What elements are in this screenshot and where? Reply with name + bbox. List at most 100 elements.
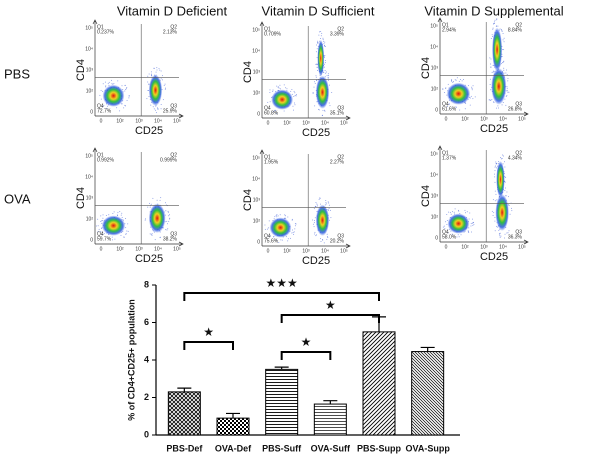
- event-dot: [494, 230, 496, 232]
- flow-tick-label: 10⁴: [85, 46, 93, 52]
- quadrant-name: Q1: [442, 150, 449, 156]
- flow-tick-label: 10⁵: [340, 248, 348, 254]
- flow-tick-label: 10³: [86, 195, 94, 201]
- event-dot: [465, 103, 467, 105]
- quadrant-percent: 59.7%: [97, 236, 112, 242]
- event-dot: [454, 208, 456, 210]
- event-dot: [273, 111, 275, 113]
- event-dot: [292, 231, 294, 233]
- event-dot: [160, 197, 162, 199]
- event-dot: [508, 91, 510, 93]
- event-dot: [321, 32, 323, 34]
- x-tick-label: PBS-Def: [166, 443, 203, 453]
- error-bar: [420, 346, 435, 352]
- quadrant-percent: 38.2%: [163, 236, 178, 242]
- event-dot: [490, 99, 492, 101]
- event-dot: [502, 163, 504, 165]
- flow-tick-label: 10⁵: [252, 27, 260, 33]
- bar: [167, 391, 201, 436]
- quadrant-percent: 61.6%: [442, 106, 457, 112]
- event-dot: [106, 107, 108, 109]
- event-dot: [456, 236, 458, 238]
- column-title: Vitamin D Sufficient: [262, 3, 375, 18]
- x-axis: [262, 243, 351, 249]
- event-dot: [458, 210, 460, 212]
- event-dot: [313, 208, 315, 210]
- quadrant-name: Q2: [170, 24, 177, 30]
- significance-bracket: [183, 292, 380, 301]
- event-dot: [498, 107, 500, 109]
- event-dot: [451, 233, 453, 235]
- event-dot: [318, 34, 320, 36]
- event-dot: [453, 211, 455, 213]
- event-dot: [291, 219, 293, 221]
- event-dot: [269, 235, 271, 237]
- event-dot: [489, 78, 491, 80]
- event-dot: [318, 198, 320, 200]
- event-dot: [463, 79, 465, 81]
- event-dot: [446, 213, 448, 215]
- y-axis-label: CD4: [242, 189, 254, 211]
- density-blob: [148, 74, 163, 106]
- event-dot: [493, 212, 495, 214]
- event-dot: [323, 242, 325, 244]
- event-dot: [454, 79, 456, 81]
- event-dot: [293, 90, 295, 92]
- event-dot: [329, 219, 331, 221]
- quadrant-percent: 8.84%: [508, 27, 523, 33]
- event-dot: [453, 81, 455, 83]
- event-dot: [324, 110, 326, 112]
- flow-tick-label: 10³: [253, 197, 261, 203]
- event-dot: [119, 110, 121, 112]
- event-dot: [100, 89, 102, 91]
- event-dot: [150, 73, 152, 75]
- event-dot: [328, 202, 330, 204]
- event-dot: [102, 106, 104, 108]
- quadrant-name: Q3: [337, 105, 344, 111]
- event-dot: [272, 90, 274, 92]
- event-dot: [321, 115, 323, 117]
- density-blob: [492, 27, 503, 72]
- event-dot: [314, 105, 316, 107]
- event-dot: [504, 181, 506, 183]
- flow-panel: 0 0 10² 10² 10³ 10³ 10⁴ 10⁴ 10⁵ 10⁵ CD4 CD25 Q11.37%…: [420, 145, 529, 263]
- y-axis: [92, 147, 98, 244]
- flow-tick-label: 0: [90, 237, 93, 243]
- event-dot: [511, 207, 513, 209]
- event-dot: [293, 233, 295, 235]
- event-dot: [327, 79, 329, 81]
- flow-panel: 0 0 10² 10² 10³ 10³ 10⁴ 10⁴ 10⁵ 10⁵ CD4 CD25 Q10.992…: [75, 147, 184, 265]
- event-dot: [100, 220, 102, 222]
- density-blob: [148, 203, 166, 233]
- event-dot: [279, 214, 281, 216]
- x-axis-label: CD25: [480, 251, 508, 263]
- event-dot: [506, 69, 508, 71]
- event-dot: [493, 70, 495, 72]
- event-dot: [317, 40, 319, 42]
- event-dot: [317, 108, 319, 110]
- event-dot: [502, 39, 504, 41]
- quadrant-name: Q2: [337, 154, 344, 160]
- event-dot: [315, 235, 317, 237]
- event-dot: [496, 25, 498, 27]
- event-dot: [450, 213, 452, 215]
- event-dot: [105, 85, 107, 87]
- event-dot: [286, 88, 288, 90]
- flow-tick-label: 10³: [431, 193, 439, 199]
- x-axis: [262, 115, 351, 121]
- event-dot: [278, 87, 280, 89]
- flow-tick-label: 0: [445, 244, 448, 250]
- flow-tick-label: 10⁴: [499, 244, 507, 250]
- event-dot: [312, 223, 314, 225]
- bar: [362, 331, 396, 436]
- event-dot: [468, 218, 470, 220]
- event-dot: [323, 43, 325, 45]
- event-dot: [506, 232, 508, 234]
- flow-tick-label: 10⁴: [321, 248, 329, 254]
- x-tick-label: OVA-Suff: [311, 443, 351, 453]
- event-dot: [329, 105, 331, 107]
- quadrant-percent: 0.992%: [97, 157, 115, 163]
- event-dot: [461, 80, 463, 82]
- event-dot: [457, 234, 459, 236]
- event-dot: [507, 80, 509, 82]
